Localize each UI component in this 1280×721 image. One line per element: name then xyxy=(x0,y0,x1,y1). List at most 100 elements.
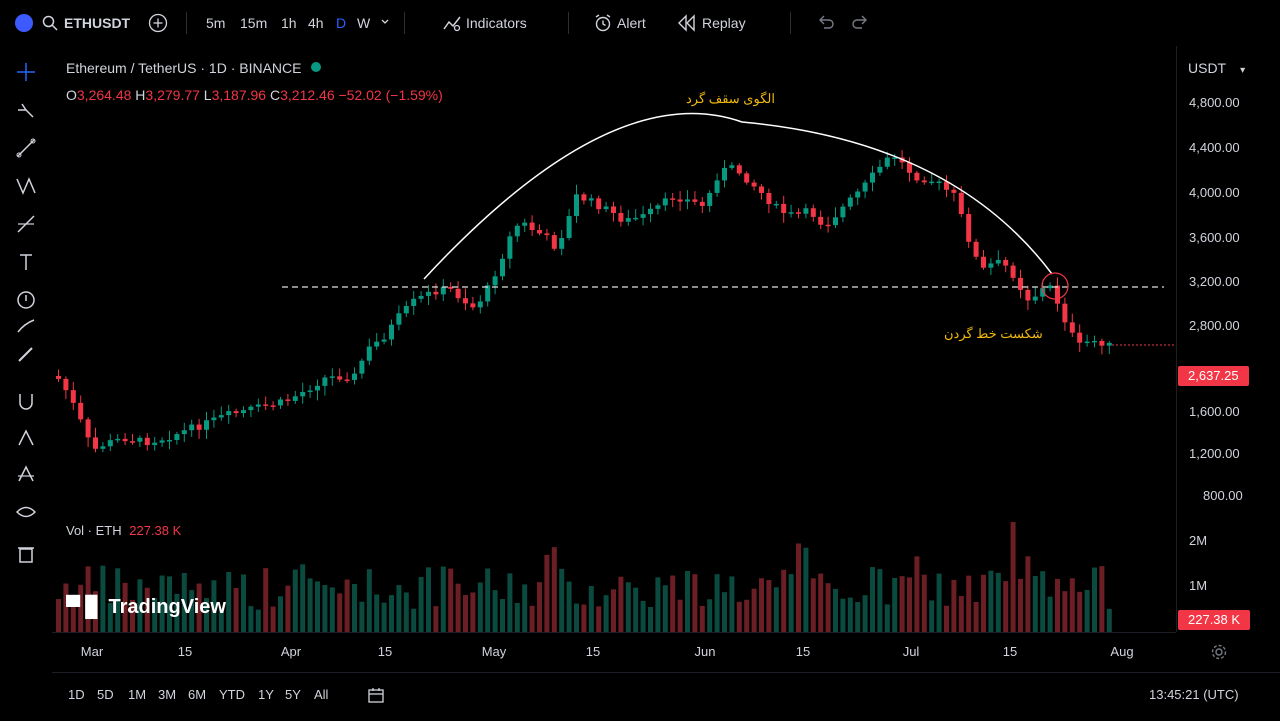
volume-bar xyxy=(781,569,787,632)
alert-button[interactable]: Alert xyxy=(617,15,646,31)
range-5y[interactable]: 5Y xyxy=(285,687,301,702)
settings-gear-icon[interactable] xyxy=(1210,643,1228,661)
interval-4h[interactable]: 4h xyxy=(308,15,324,31)
ethereum-logo-icon xyxy=(15,14,33,32)
range-1m[interactable]: 1M xyxy=(128,687,147,702)
lock-drawing-icon[interactable] xyxy=(14,426,38,450)
volume-bar xyxy=(914,556,920,632)
measure-icon[interactable] xyxy=(14,288,38,312)
volume-bar xyxy=(1025,556,1031,632)
interval-15m[interactable]: 15m xyxy=(240,15,268,31)
volume-chart xyxy=(56,522,1112,632)
utc-clock[interactable]: 13:45:21 (UTC) xyxy=(1149,687,1239,702)
range-6m[interactable]: 6M xyxy=(188,687,207,702)
volume-badge: 227.38 K xyxy=(1178,610,1251,630)
price-tick: 4,000.00 xyxy=(1189,185,1240,200)
volume-bar xyxy=(337,593,343,632)
volume-bar xyxy=(796,543,801,632)
price-chart[interactable] xyxy=(52,46,1176,512)
trend-line-icon[interactable] xyxy=(14,136,38,160)
price-tick: 3,600.00 xyxy=(1189,230,1240,245)
candle-body xyxy=(744,173,750,183)
pattern-icon[interactable] xyxy=(14,174,38,198)
drawing-toolbar xyxy=(0,46,52,720)
range-3m[interactable]: 3M xyxy=(158,687,177,702)
search-icon[interactable] xyxy=(42,15,58,31)
symbol-name[interactable]: ETHUSDT xyxy=(64,15,131,31)
volume-bar xyxy=(847,597,853,632)
volume-bar xyxy=(270,606,276,632)
candle-body xyxy=(492,276,498,286)
volume-legend: Vol · ETH 227.38 K xyxy=(66,523,181,538)
currency-select[interactable]: USDT ▾ xyxy=(1188,60,1246,76)
pencil-icon[interactable] xyxy=(14,342,38,366)
candle-body xyxy=(270,405,276,407)
volume-bar xyxy=(470,592,476,632)
interval-w[interactable]: W xyxy=(357,15,371,31)
interval-d[interactable]: D xyxy=(336,15,347,31)
redo-icon[interactable] xyxy=(851,14,869,30)
candle-body xyxy=(825,224,831,227)
volume-bar xyxy=(1018,578,1023,632)
hide-drawings-icon[interactable] xyxy=(14,462,38,486)
candle-body xyxy=(389,324,394,340)
volume-bar xyxy=(1032,576,1038,632)
candle-body xyxy=(603,206,609,210)
volume-tick: 1M xyxy=(1189,578,1208,593)
candle-body xyxy=(344,379,350,382)
volume-bar xyxy=(426,567,431,632)
candle-body xyxy=(988,263,994,268)
replay-button[interactable]: Replay xyxy=(702,15,746,31)
candle-body xyxy=(566,216,572,238)
candle-body xyxy=(292,396,298,401)
range-1d[interactable]: 1D xyxy=(68,687,85,702)
undo-icon[interactable] xyxy=(817,14,835,30)
volume-bar xyxy=(633,587,639,632)
candle-body xyxy=(766,192,772,204)
interval-1h[interactable]: 1h xyxy=(281,15,297,31)
volume-bar xyxy=(581,604,587,632)
fib-icon[interactable] xyxy=(14,212,38,236)
volume-bar xyxy=(433,606,439,632)
trash-icon[interactable] xyxy=(14,542,38,566)
volume-bar xyxy=(611,589,616,632)
cursor-icon[interactable] xyxy=(14,98,38,122)
candle-body xyxy=(233,411,239,414)
text-tool-icon[interactable] xyxy=(14,250,38,274)
interval-5m[interactable]: 5m xyxy=(206,15,226,31)
volume-bar xyxy=(63,583,69,632)
add-symbol-icon[interactable] xyxy=(148,13,168,33)
range-ytd[interactable]: YTD xyxy=(219,687,245,702)
crosshair-icon[interactable] xyxy=(14,60,38,84)
volume-bar xyxy=(892,577,898,632)
candle-body xyxy=(1003,259,1009,266)
time-axis[interactable]: Mar 15 Apr 15 May 15 Jun 15 Jul 15 Aug xyxy=(52,632,1176,671)
magnet-icon[interactable] xyxy=(14,390,38,414)
alarm-clock-icon[interactable] xyxy=(593,13,613,33)
indicators-button[interactable]: Indicators xyxy=(466,15,527,31)
range-1y[interactable]: 1Y xyxy=(258,687,274,702)
calendar-range-icon[interactable] xyxy=(367,686,385,704)
candle-body xyxy=(995,259,1001,264)
time-tick: 15 xyxy=(1002,644,1018,659)
volume-bar xyxy=(929,600,935,632)
indicators-icon[interactable] xyxy=(442,13,462,33)
price-axis[interactable]: USDT ▾ 4,800.00 4,400.00 4,000.00 3,600.0… xyxy=(1176,46,1280,632)
volume-bar xyxy=(670,575,676,632)
replay-icon[interactable] xyxy=(677,14,697,32)
candle-body xyxy=(640,214,646,218)
candle-body xyxy=(167,439,172,442)
candle-body xyxy=(1055,285,1060,304)
volume-bar xyxy=(1099,566,1105,632)
range-5d[interactable]: 5D xyxy=(97,687,114,702)
volume-bar xyxy=(381,602,387,632)
rounding-top-arc[interactable] xyxy=(423,112,1053,280)
range-all[interactable]: All xyxy=(314,687,329,702)
eye-icon[interactable] xyxy=(14,500,38,524)
candle-body xyxy=(1047,285,1053,289)
volume-bar xyxy=(810,578,816,632)
brush-icon[interactable] xyxy=(14,314,38,338)
chevron-down-icon[interactable] xyxy=(381,19,389,25)
candle-body xyxy=(736,165,742,174)
volume-bar xyxy=(448,568,454,632)
